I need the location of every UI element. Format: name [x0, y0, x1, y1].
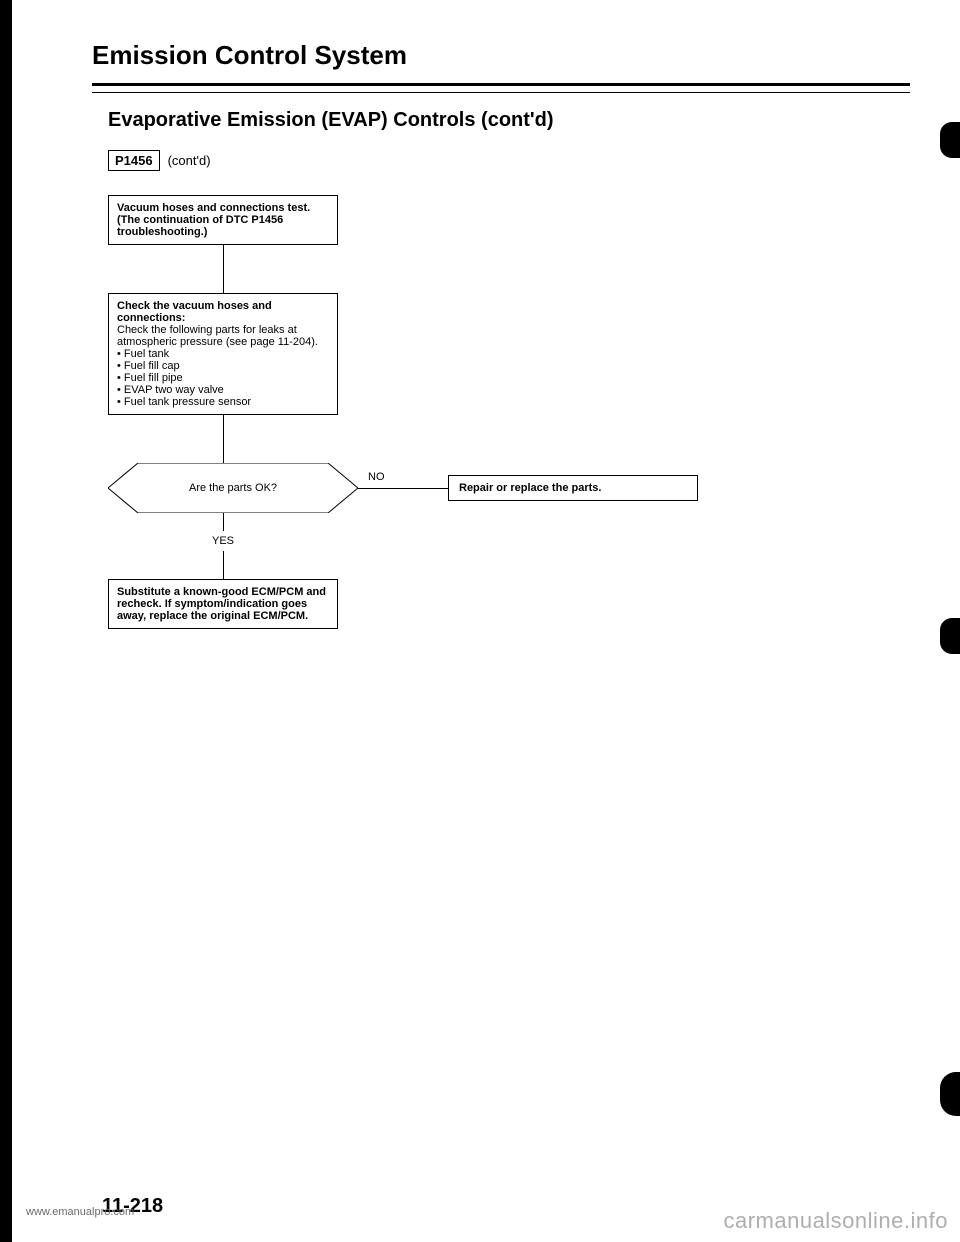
- dtc-code-box: P1456: [108, 150, 160, 171]
- flow-box-start: Vacuum hoses and connections test. (The …: [108, 195, 338, 245]
- box1-line2: (The continuation of DTC P1456 troublesh…: [117, 214, 329, 238]
- connector: [223, 551, 224, 579]
- yes-label: YES: [108, 531, 338, 551]
- flowchart: Vacuum hoses and connections test. (The …: [108, 195, 728, 629]
- box2-body: Check the following parts for leaks at a…: [117, 324, 329, 348]
- no-label: NO: [368, 471, 385, 483]
- connector: [223, 415, 224, 463]
- box3-text: Substitute a known-good ECM/PCM and rech…: [117, 586, 329, 622]
- watermark: carmanualsonline.info: [723, 1208, 948, 1234]
- footer-url: www.emanualpro.com: [26, 1206, 134, 1218]
- manual-page: Emission Control System Evaporative Emis…: [12, 0, 960, 1242]
- edge-tab: [940, 122, 960, 158]
- divider-thick: [92, 83, 910, 86]
- flow-box-check: Check the vacuum hoses and connections: …: [108, 293, 338, 415]
- edge-tab: [940, 618, 960, 654]
- section-subtitle: Evaporative Emission (EVAP) Controls (co…: [108, 109, 910, 132]
- connector-h: [358, 488, 448, 489]
- part-item: Fuel fill cap: [117, 360, 329, 372]
- part-item: Fuel tank: [117, 348, 329, 360]
- parts-list: Fuel tank Fuel fill cap Fuel fill pipe E…: [117, 348, 329, 408]
- connector: [223, 513, 224, 531]
- box1-line1: Vacuum hoses and connections test.: [117, 202, 329, 214]
- dtc-code-row: P1456 (cont'd): [108, 150, 910, 171]
- decision-text: Are the parts OK?: [189, 482, 277, 494]
- divider-thin: [92, 92, 910, 93]
- decision-row: Are the parts OK? NO Repair or replace t…: [108, 463, 728, 513]
- no-result-box: Repair or replace the parts.: [448, 475, 698, 501]
- decision-diamond: Are the parts OK?: [108, 463, 358, 513]
- section-title: Emission Control System: [92, 40, 910, 71]
- box2-heading: Check the vacuum hoses and connections:: [117, 300, 329, 324]
- flow-box-substitute: Substitute a known-good ECM/PCM and rech…: [108, 579, 338, 629]
- connector: [223, 245, 224, 293]
- dtc-suffix: (cont'd): [168, 153, 211, 168]
- part-item: Fuel fill pipe: [117, 372, 329, 384]
- part-item: EVAP two way valve: [117, 384, 329, 396]
- edge-tab: [940, 1072, 960, 1116]
- part-item: Fuel tank pressure sensor: [117, 396, 329, 408]
